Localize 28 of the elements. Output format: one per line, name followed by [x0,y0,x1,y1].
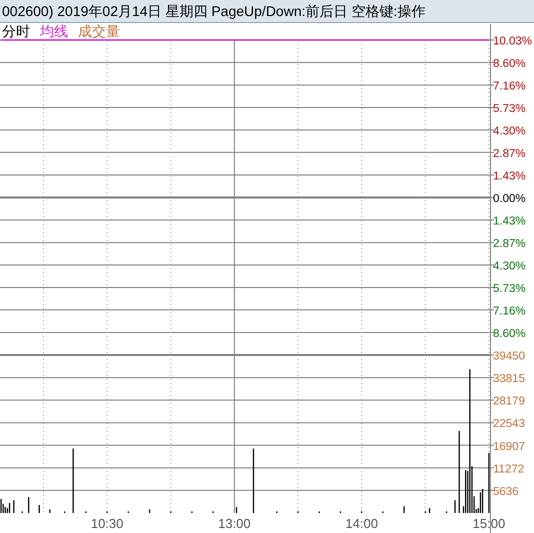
text: 成交量 [78,23,120,39]
y-tick-label: 4.30% [493,260,526,273]
y-tick-label: 28179 [493,396,525,408]
y-tick-label: 10.03% [493,36,532,48]
y-tick-label: 0.00% [493,193,526,205]
y-tick-label: 16907 [493,440,525,453]
series-label: 均线 [39,23,68,39]
y-tick-label: 5636 [493,486,519,498]
y-tick-label: 2.87% [493,148,526,160]
y-tick-label: 8.60% [493,58,526,70]
y-tick-label: 5.73% [493,103,526,116]
y-tick-label: 11272 [493,463,524,476]
chart-title: 002600) 2019年02月14日 星期四 PageUp/Down:前后日 空格键:操作 [2,3,426,19]
x-tick-label: 14:00 [345,516,378,531]
y-tick-label: 33815 [493,373,525,386]
y-tick-label: 7.16% [493,80,526,93]
y-tick-label: 8.60% [493,328,526,340]
y-tick-label: 7.16% [493,305,526,318]
y-tick-label: 4.30% [493,125,526,138]
y-tick-label: 39450 [493,350,525,362]
y-tick-label: 1.43% [493,215,526,228]
text: 分时 [2,23,30,39]
x-tick-label: 10:30 [90,516,124,531]
y-tick-label: 1.43% [493,170,526,183]
y-tick-label: 22543 [493,418,525,430]
y-tick-label: 2.87% [493,238,526,250]
x-tick-label: 13:00 [218,516,251,531]
y-tick-label: 5.73% [493,282,526,295]
